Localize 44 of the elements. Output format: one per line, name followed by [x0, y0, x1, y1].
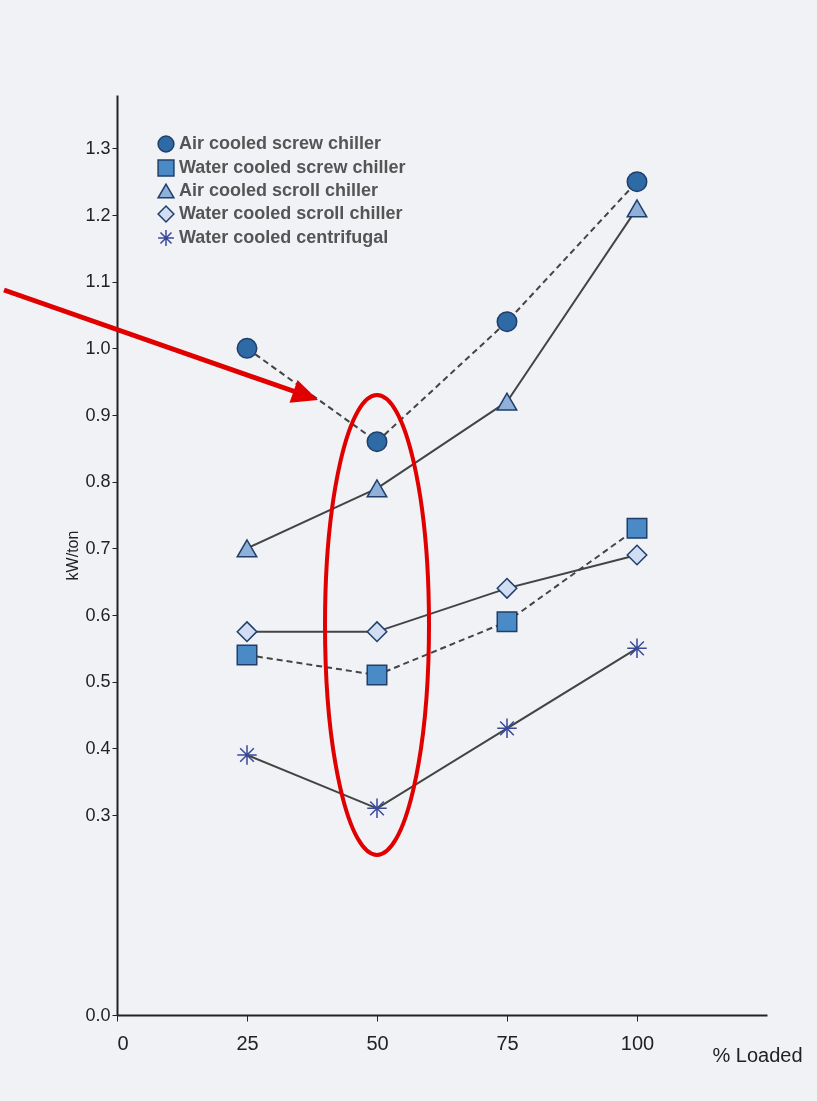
legend-label: Water cooled centrifugal: [179, 227, 389, 247]
x-tick-label: 0: [117, 1031, 129, 1054]
y-tick-label: 0.0: [85, 1004, 111, 1025]
x-tick-label: 100: [620, 1031, 655, 1054]
y-tick-label: 0.7: [85, 537, 111, 558]
x-axis-title: % Loaded: [712, 1043, 803, 1066]
x-tick-label: 75: [496, 1031, 519, 1054]
point: [496, 717, 518, 739]
point: [236, 744, 258, 766]
x-tick-label: 50: [366, 1031, 389, 1054]
point: [366, 664, 388, 686]
point: [496, 577, 518, 599]
y-axis-title: kW/ton: [64, 530, 82, 581]
point: [366, 621, 388, 643]
point: [496, 311, 518, 333]
legend-label: Water cooled screw chiller: [179, 157, 406, 177]
point: [626, 637, 648, 659]
point: [236, 539, 258, 558]
point: [626, 517, 648, 539]
point: [496, 392, 518, 411]
point: [626, 544, 648, 566]
legend-label: Air cooled scroll chiller: [179, 180, 379, 200]
point: [236, 621, 258, 643]
y-tick-label: 1.1: [85, 271, 111, 292]
y-tick-label: 0.6: [85, 604, 111, 625]
point: [366, 479, 388, 498]
y-tick-label: 1.0: [85, 337, 111, 358]
legend-label: Water cooled scroll chiller: [179, 203, 403, 223]
point: [236, 644, 258, 666]
point: [366, 797, 388, 819]
y-tick-label: 0.5: [85, 671, 111, 692]
y-tick-label: 0.3: [85, 804, 111, 825]
y-tick-label: 0.4: [85, 737, 111, 758]
point: [496, 611, 518, 633]
y-tick-label: 1.3: [85, 137, 111, 158]
point: [366, 431, 388, 453]
y-tick-label: 0.8: [85, 471, 111, 492]
point: [236, 337, 258, 359]
point: [626, 199, 648, 218]
x-tick-label: 25: [236, 1031, 259, 1054]
legend-label: Air cooled screw chiller: [179, 133, 382, 153]
y-tick-label: 1.2: [85, 204, 111, 225]
point: [626, 171, 648, 193]
y-tick-label: 0.9: [85, 404, 111, 425]
